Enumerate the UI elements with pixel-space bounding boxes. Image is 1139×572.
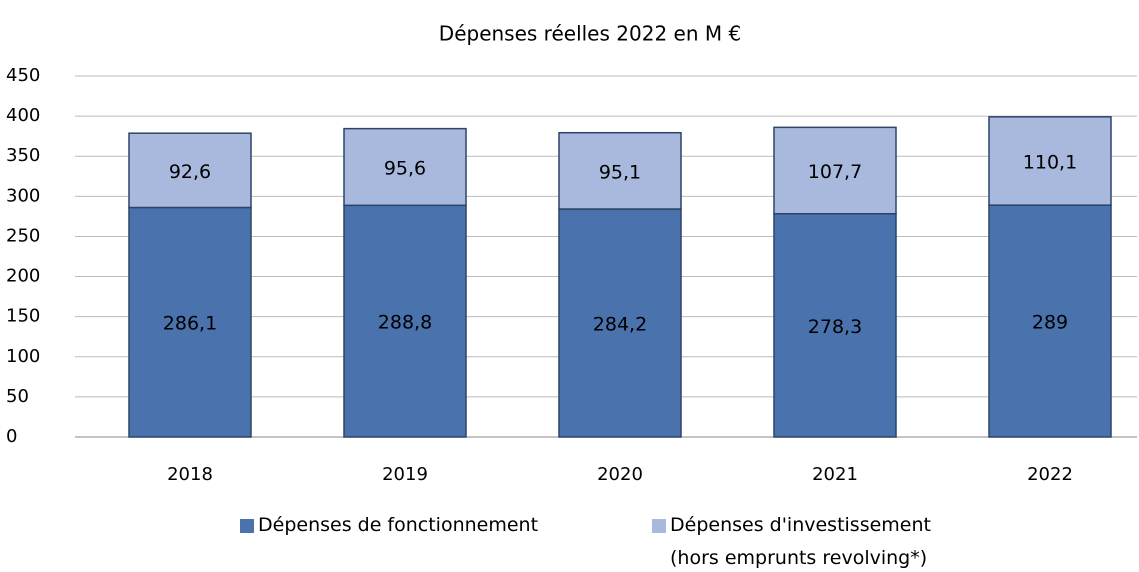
- data-label: 288,8: [378, 312, 432, 334]
- x-tick-label: 2021: [812, 464, 858, 485]
- x-tick-label: 2020: [597, 464, 643, 485]
- y-tick-label: 0: [6, 426, 17, 447]
- bar-segment: [773, 126, 897, 215]
- y-tick-label: 150: [6, 306, 40, 327]
- legend-label: Dépenses d'investissement (hors emprunts…: [670, 514, 931, 569]
- legend-swatch: [652, 519, 666, 533]
- bar-segment: [773, 212, 897, 438]
- data-label: 95,6: [384, 157, 426, 179]
- data-label: 92,6: [169, 161, 211, 183]
- bar-segment: [128, 132, 252, 209]
- legend-swatch: [240, 519, 254, 533]
- bar-segment: [343, 204, 467, 438]
- bar-segment: [558, 208, 682, 438]
- y-tick-label: 200: [6, 266, 40, 287]
- data-label: 284,2: [593, 314, 647, 336]
- y-tick-label: 300: [6, 185, 40, 206]
- y-tick-label: 450: [6, 65, 40, 86]
- y-tick-label: 350: [6, 145, 40, 166]
- data-label: 278,3: [808, 316, 862, 338]
- x-tick-label: 2018: [167, 464, 213, 485]
- y-tick-label: 100: [6, 346, 40, 367]
- bar-segment: [343, 127, 467, 207]
- y-tick-label: 400: [6, 105, 40, 126]
- legend-label: Dépenses de fonctionnement: [258, 514, 539, 536]
- chart-title: Dépenses réelles 2022 en M €: [439, 22, 741, 46]
- data-label: 286,1: [163, 313, 217, 335]
- data-label: 95,1: [599, 161, 641, 183]
- x-tick-label: 2019: [382, 464, 428, 485]
- y-tick-label: 50: [6, 386, 29, 407]
- bar-segment: [988, 116, 1112, 206]
- bar-segment: [988, 204, 1112, 438]
- data-label: 107,7: [808, 161, 862, 183]
- data-label: 289: [1032, 312, 1068, 334]
- y-tick-label: 250: [6, 225, 40, 246]
- data-label: 110,1: [1023, 151, 1077, 173]
- x-tick-label: 2022: [1027, 464, 1073, 485]
- bar-segment: [558, 131, 682, 210]
